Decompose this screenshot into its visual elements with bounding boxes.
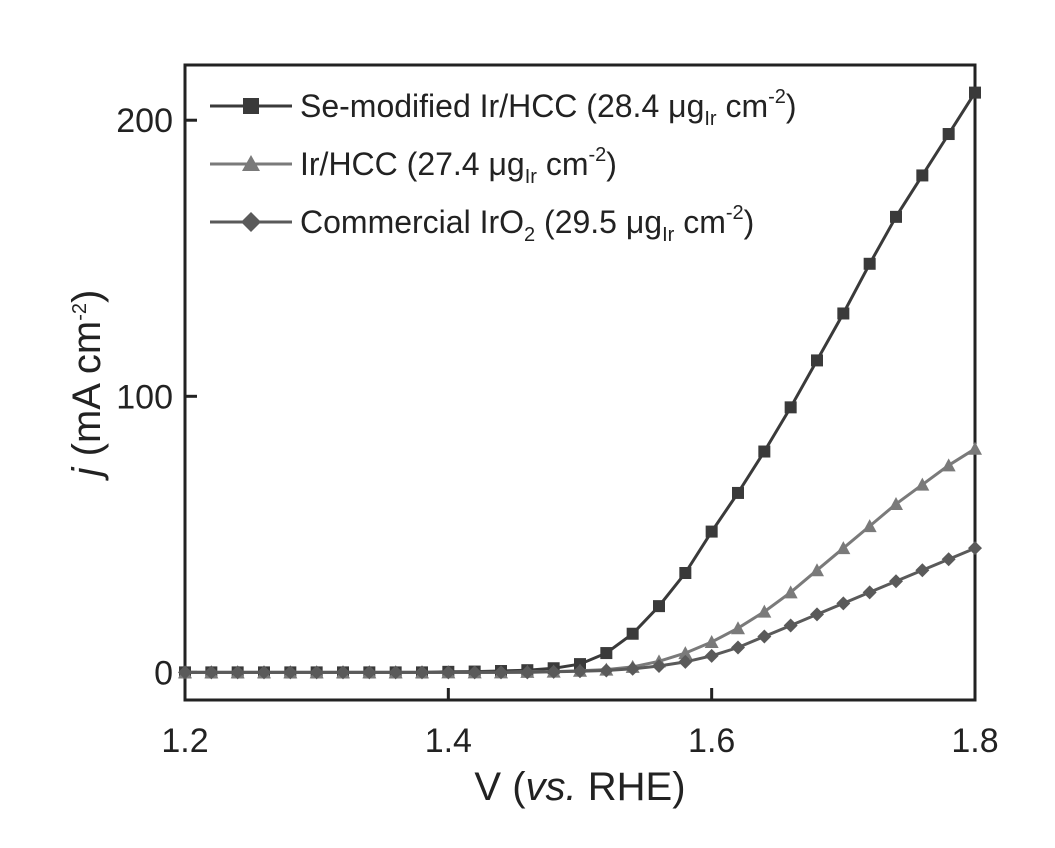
data-point-commercial-iro2 [705,649,719,663]
legend-label-commercial-iro2: Commercial IrO2 (29.5 μgIr cm-2) [300,202,754,246]
x-tick-label: 1.2 [161,722,208,760]
series-line-ir-hcc [185,449,975,673]
y-tick-label: 0 [154,654,173,692]
data-point-commercial-iro2 [836,596,850,610]
data-point-commercial-iro2 [942,552,956,566]
y-tick-label: 100 [116,378,173,416]
legend-entry-ir-hcc: Ir/HCC (27.4 μgIr cm-2) [210,144,617,188]
y-tick-label: 200 [116,102,173,140]
data-point-commercial-iro2 [915,563,929,577]
data-point-se-modified [653,600,665,612]
legend-label-ir-hcc: Ir/HCC (27.4 μgIr cm-2) [300,144,617,188]
data-point-se-modified [679,567,691,579]
legend-marker-diamond-icon [241,212,261,232]
data-point-commercial-iro2 [731,641,745,655]
data-point-ir-hcc [705,635,719,648]
data-point-ir-hcc [942,458,956,471]
x-tick-label: 1.4 [425,722,472,760]
data-point-se-modified [785,401,797,413]
legend-label-se-modified: Se-modified Ir/HCC (28.4 μgIr cm-2) [300,86,797,130]
data-point-se-modified [758,446,770,458]
data-point-se-modified [837,307,849,319]
data-point-commercial-iro2 [810,607,824,621]
data-point-se-modified [627,628,639,640]
x-axis-label: V (vs. RHE) [474,765,685,809]
data-point-commercial-iro2 [784,618,798,632]
data-point-se-modified [811,354,823,366]
data-point-se-modified [916,169,928,181]
data-point-ir-hcc [731,621,745,634]
series-line-commercial-iro2 [185,548,975,672]
x-tick-label: 1.6 [688,722,735,760]
data-point-commercial-iro2 [626,662,640,676]
data-point-se-modified [706,526,718,538]
series-ir-hcc [178,442,982,679]
data-point-ir-hcc [968,442,982,455]
data-point-se-modified [943,128,955,140]
legend-marker-square-icon [243,98,259,114]
data-point-se-modified [732,487,744,499]
legend: Se-modified Ir/HCC (28.4 μgIr cm-2) Ir/H… [210,86,797,246]
data-point-se-modified [600,647,612,659]
y-axis-label: j (mA cm-2) [65,290,109,482]
data-point-se-modified [864,258,876,270]
data-point-se-modified [890,211,902,223]
data-point-commercial-iro2 [968,541,982,555]
data-point-se-modified [969,87,981,99]
legend-entry-commercial-iro2: Commercial IrO2 (29.5 μgIr cm-2) [210,202,754,246]
x-tick-label: 1.8 [951,722,998,760]
legend-entry-se-modified: Se-modified Ir/HCC (28.4 μgIr cm-2) [210,86,797,130]
data-point-commercial-iro2 [757,630,771,644]
data-point-commercial-iro2 [863,585,877,599]
data-point-commercial-iro2 [889,574,903,588]
